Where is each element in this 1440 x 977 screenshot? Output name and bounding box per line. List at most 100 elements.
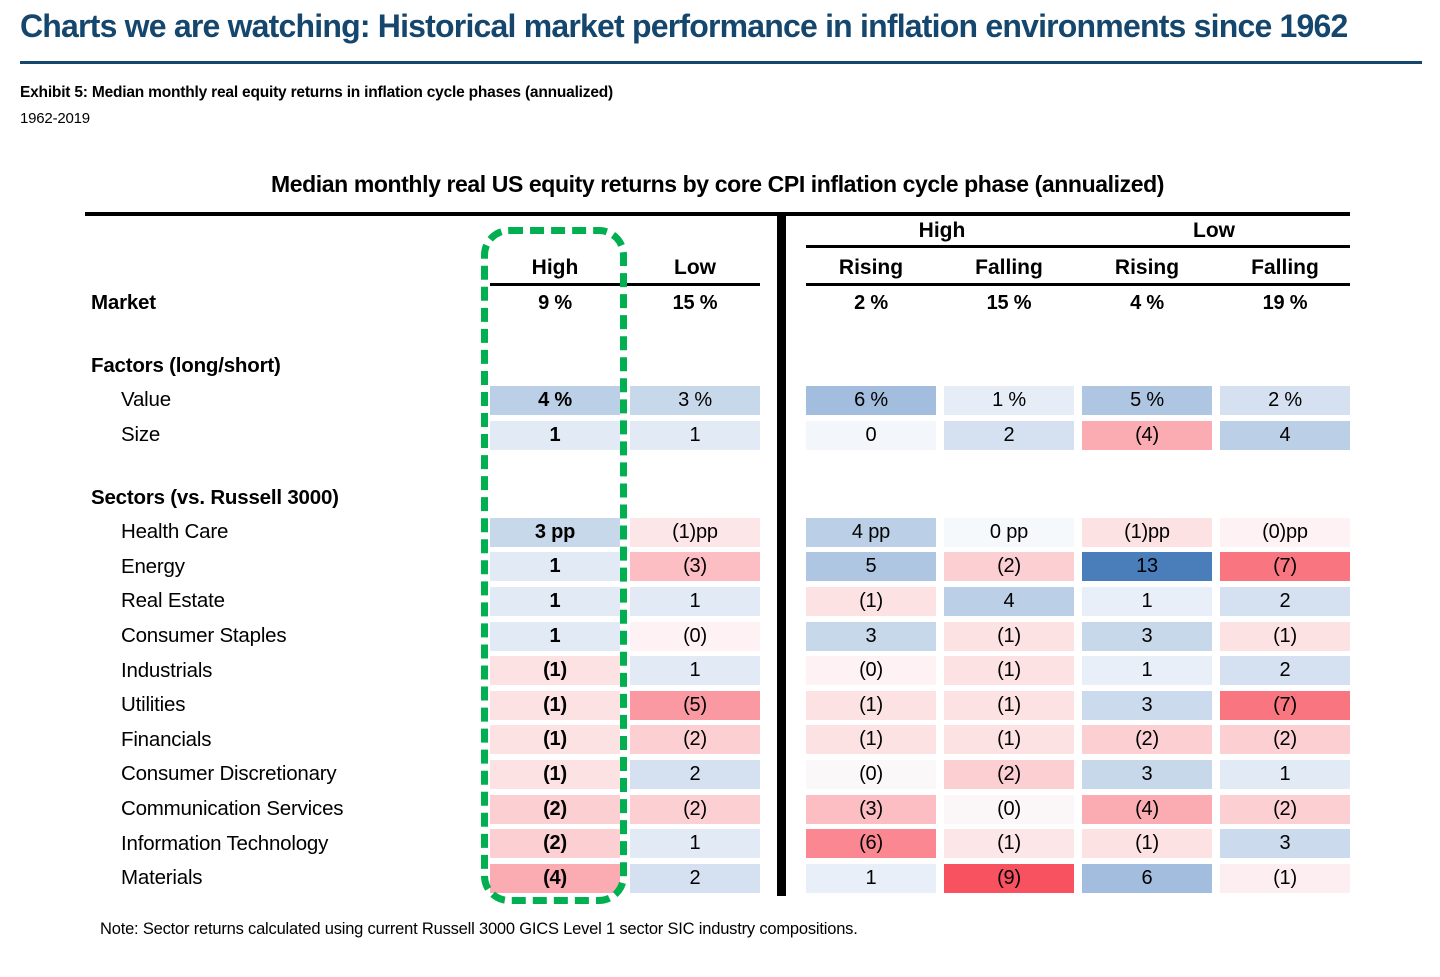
table-cell: (2) <box>490 794 620 824</box>
table-cell: 19 % <box>1262 291 1308 314</box>
row-label: Health Care <box>121 520 229 544</box>
section-label: Sectors (vs. Russell 3000) <box>91 485 339 509</box>
table-cell: 3 <box>1082 759 1212 789</box>
table-cell: 3 <box>1082 621 1212 651</box>
table-cell: 1 <box>1082 656 1212 686</box>
table-cell: (2) <box>630 794 760 824</box>
table-cell: (6) <box>806 829 936 859</box>
table-cell: (1)pp <box>1082 517 1212 547</box>
table-cell: (9) <box>944 863 1074 893</box>
title-divider <box>20 61 1422 64</box>
table-cell: 4 <box>1220 420 1350 450</box>
table-cell: 2 <box>944 420 1074 450</box>
row-label: Consumer Staples <box>121 624 287 648</box>
table-cell: 4 pp <box>806 517 936 547</box>
table-cell: 1 <box>630 420 760 450</box>
table-cell: (1) <box>490 656 620 686</box>
table-cell: 2 <box>1220 586 1350 616</box>
table-cell: (1) <box>944 656 1074 686</box>
table-cell: 1 <box>806 863 936 893</box>
table-cell: (5) <box>630 690 760 720</box>
column-header-falling-2: Falling <box>1251 256 1319 279</box>
column-header-high: High <box>531 256 579 279</box>
row-label: Materials <box>121 866 203 890</box>
right-group-header-row: High Low <box>806 216 1350 248</box>
group-header-high: High <box>918 219 966 242</box>
table-cell: (0) <box>806 759 936 789</box>
table-cell: 3 <box>1220 829 1350 859</box>
table-cell: 15 % <box>672 291 718 314</box>
table-cell: (3) <box>806 794 936 824</box>
table-cell: 3 % <box>630 385 760 415</box>
column-header-rising-2: Rising <box>1114 256 1180 279</box>
row-label: Industrials <box>121 658 213 682</box>
table-top-rule <box>85 212 1350 216</box>
table-cell: 1 <box>490 420 620 450</box>
table-cell: 1 <box>630 656 760 686</box>
table-cell: (4) <box>490 863 620 893</box>
table-cell: 9 % <box>538 291 572 314</box>
table-cell: 4 % <box>1130 291 1164 314</box>
row-label: Energy <box>121 554 185 578</box>
table-cell: 2 <box>1220 656 1350 686</box>
table-cell: 1 <box>1082 586 1212 616</box>
table-cell: 1 <box>1220 759 1350 789</box>
table-cell: (4) <box>1082 420 1212 450</box>
table-cell: (1) <box>944 621 1074 651</box>
column-header-rising-1: Rising <box>838 256 904 279</box>
row-label: Consumer Discretionary <box>121 762 337 786</box>
table-cell: (2) <box>630 725 760 755</box>
heatmap-grid: High Low High Low Rising Falling Rising … <box>85 216 1350 896</box>
table-cell: (1) <box>490 759 620 789</box>
table-cell: (2) <box>1220 794 1350 824</box>
table-cell: (1) <box>490 725 620 755</box>
table-cell: (0) <box>630 621 760 651</box>
table-cell: 0 pp <box>944 517 1074 547</box>
table-cell: (0)pp <box>1220 517 1350 547</box>
table-cell: 4 % <box>490 385 620 415</box>
table-cell: 1 <box>630 586 760 616</box>
table-cell: 0 <box>806 420 936 450</box>
table-cell: 5 <box>806 552 936 582</box>
table-cell: (1) <box>944 725 1074 755</box>
table-cell: 1 <box>490 586 620 616</box>
table-cell: (1) <box>1082 829 1212 859</box>
row-label: Financials <box>121 727 212 751</box>
row-label: Real Estate <box>121 589 225 613</box>
group-header-low: Low <box>1193 219 1235 242</box>
table-cell: 5 % <box>1082 385 1212 415</box>
page-title: Charts we are watching: Historical marke… <box>20 8 1348 44</box>
table-cell: (2) <box>1082 725 1212 755</box>
row-label: Value <box>121 388 171 412</box>
table-cell: (2) <box>490 829 620 859</box>
table-cell: (1) <box>806 586 936 616</box>
table-cell: (4) <box>1082 794 1212 824</box>
table-cell: 6 <box>1082 863 1212 893</box>
table-cell: 2 <box>630 759 760 789</box>
table-cell: (1) <box>490 690 620 720</box>
table-cell: 13 <box>1082 552 1212 582</box>
table-title: Median monthly real US equity returns by… <box>271 171 1164 197</box>
table-cell: 2 <box>630 863 760 893</box>
table-cell: (1) <box>944 690 1074 720</box>
table-cell: (1) <box>806 690 936 720</box>
table-cell: (1) <box>1220 621 1350 651</box>
table-cell: (2) <box>944 552 1074 582</box>
row-label: Communication Services <box>121 797 344 821</box>
table-cell: 15 % <box>986 291 1032 314</box>
table-cell: 1 <box>630 829 760 859</box>
right-column-headers: Rising Falling Rising Falling <box>806 248 1350 286</box>
table-cell: 3 <box>1082 690 1212 720</box>
table-cell: 3 <box>806 621 936 651</box>
row-label: Market <box>91 291 156 315</box>
table-cell: (2) <box>1220 725 1350 755</box>
table-cell: (0) <box>944 794 1074 824</box>
table-cell: 1 <box>490 621 620 651</box>
footnote: Note: Sector returns calculated using cu… <box>100 920 858 938</box>
table-cell: (7) <box>1220 552 1350 582</box>
table-cell: (1)pp <box>630 517 760 547</box>
row-label: Information Technology <box>121 831 329 855</box>
table-cell: (2) <box>944 759 1074 789</box>
table-cell: (1) <box>1220 863 1350 893</box>
